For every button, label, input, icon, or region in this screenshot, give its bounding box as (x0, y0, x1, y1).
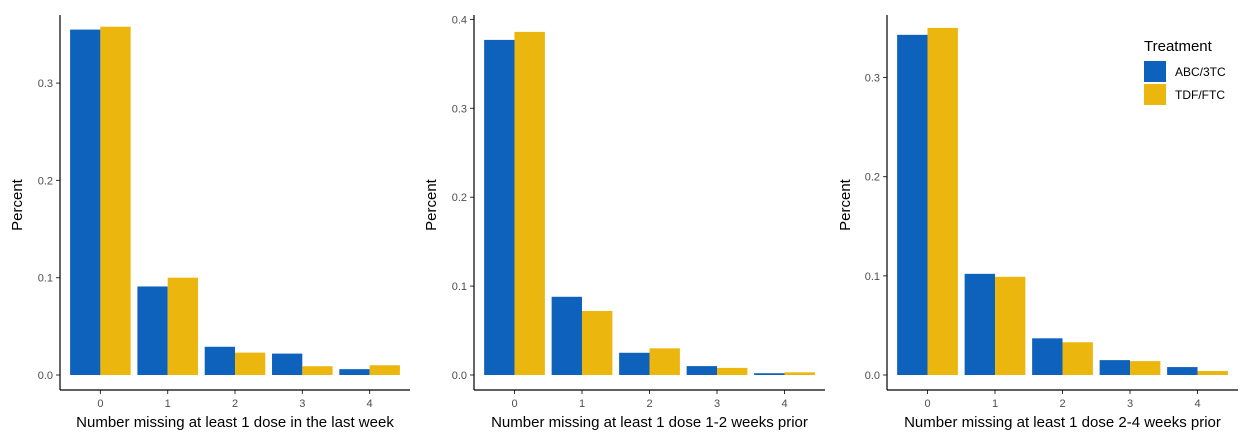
panel-1-x-tick-label: 1 (165, 398, 171, 410)
panel-1-x-tick-label: 3 (299, 398, 305, 410)
panel-1-bar-abc-3tc-3 (272, 353, 303, 375)
panel-2-x-tick-label: 0 (511, 398, 517, 410)
panel-2-y-tick-label: 0.3 (452, 103, 467, 115)
panel-3-bar-abc-3tc-4 (1167, 367, 1198, 375)
panel-2-x-axis-label: Number missing at least 1 dose 1-2 weeks… (491, 414, 808, 431)
panel-1-y-tick-label: 0.0 (38, 370, 53, 382)
legend: Treatment ABC/3TC TDF/FTC (1144, 38, 1226, 105)
panel-1-bar-tdf-ftc-2 (235, 352, 266, 375)
panel-3-y-tick-label: 0.0 (865, 370, 880, 382)
panel-1-y-tick-label: 0.3 (38, 78, 53, 90)
panel-2-bar-tdf-ftc-2 (649, 348, 680, 375)
panel-2-bar-tdf-ftc-3 (717, 367, 748, 375)
panel-3-bar-tdf-ftc-3 (1130, 361, 1161, 375)
panel-3-y-tick-label: 0.2 (865, 172, 880, 184)
legend-title: Treatment (1144, 38, 1213, 55)
panel-2-y-tick-label: 0.0 (452, 370, 467, 382)
panel-2-bar-tdf-ftc-4 (784, 372, 815, 375)
panel-2-bar-tdf-ftc-0 (514, 31, 545, 375)
panel-3-bar-tdf-ftc-4 (1197, 371, 1228, 375)
panel-2-x-tick-label: 3 (714, 398, 720, 410)
panel-1-y-tick-label: 0.1 (38, 273, 53, 285)
panel-3: 0.0 0.1 0.2 0.3 0 1 2 3 4 Number missing at lea… (837, 15, 1238, 431)
panel-3-bar-abc-3tc-3 (1099, 360, 1131, 375)
panel-3-bar-tdf-ftc-1 (995, 276, 1026, 375)
panel-2-bar-abc-3tc-3 (686, 366, 718, 375)
panel-1-bar-tdf-ftc-4 (369, 365, 400, 375)
panel-2-bar-abc-3tc-4 (754, 373, 785, 375)
panel-2-bar-abc-3tc-0 (484, 39, 515, 375)
panel-3-x-ticks: 0 1 2 3 4 (924, 390, 1201, 410)
panel-1-bars (70, 26, 400, 376)
panel-1-bar-abc-3tc-2 (204, 346, 235, 375)
panel-1-y-ticks: 0.0 0.1 0.2 0.3 (38, 78, 60, 382)
panel-3-x-tick-label: 0 (924, 398, 930, 410)
panel-3-bar-abc-3tc-1 (964, 273, 996, 375)
panel-1-y-axis-label: Percent (9, 178, 26, 231)
panel-2-x-tick-label: 2 (646, 398, 652, 410)
panel-1-bar-abc-3tc-1 (137, 286, 168, 375)
panel-2-bar-abc-3tc-1 (551, 296, 583, 375)
legend-key-abc-3tc (1144, 61, 1166, 82)
panel-1-bar-tdf-ftc-1 (167, 277, 198, 375)
panel-2-bar-tdf-ftc-1 (582, 311, 613, 375)
panel-1-bar-abc-3tc-0 (70, 29, 101, 376)
panel-3-bar-tdf-ftc-2 (1062, 342, 1093, 375)
panel-1-x-axis-label: Number missing at least 1 dose in the la… (76, 414, 394, 431)
panel-1-x-tick-label: 4 (367, 398, 373, 410)
panel-2-y-tick-label: 0.4 (452, 14, 467, 26)
panel-2-x-tick-label: 4 (781, 398, 787, 410)
panel-1-x-ticks: 0 1 2 3 4 (97, 390, 373, 410)
panel-3-bar-abc-3tc-0 (897, 34, 928, 375)
legend-label-abc-3tc: ABC/3TC (1175, 65, 1226, 79)
panel-3-x-tick-label: 2 (1059, 398, 1065, 410)
panel-2-y-tick-label: 0.2 (452, 192, 467, 204)
panel-1: 0.0 0.1 0.2 0.3 0 1 2 3 4 Number missing at lea… (9, 15, 410, 431)
panel-2-bars (484, 31, 815, 375)
panel-1-bar-tdf-ftc-3 (302, 366, 333, 375)
panel-3-y-tick-label: 0.1 (865, 271, 880, 283)
panel-2-y-axis-label: Percent (423, 178, 440, 231)
panel-1-x-tick-label: 2 (232, 398, 238, 410)
panel-2-x-tick-label: 1 (579, 398, 585, 410)
panel-3-y-tick-label: 0.3 (865, 72, 880, 84)
panel-1-y-tick-label: 0.2 (38, 175, 53, 187)
panel-3-x-tick-label: 1 (992, 398, 998, 410)
panel-3-x-tick-label: 3 (1127, 398, 1133, 410)
panel-2-x-ticks: 0 1 2 3 4 (511, 390, 788, 410)
panel-1-bar-abc-3tc-4 (339, 369, 370, 375)
panel-2-y-ticks: 0.0 0.1 0.2 0.3 0.4 (452, 14, 474, 382)
panel-2-y-tick-label: 0.1 (452, 281, 467, 293)
panel-3-y-ticks: 0.0 0.1 0.2 0.3 (865, 72, 887, 382)
panel-1-bar-tdf-ftc-0 (100, 26, 131, 376)
panel-3-bar-abc-3tc-2 (1032, 338, 1063, 375)
legend-label-tdf-ftc: TDF/FTC (1175, 88, 1225, 102)
panel-3-x-axis-label: Number missing at least 1 dose 2-4 weeks… (904, 414, 1221, 431)
panel-3-bar-tdf-ftc-0 (927, 27, 958, 375)
legend-key-tdf-ftc (1144, 84, 1166, 105)
panel-3-bars (897, 27, 1228, 375)
panel-3-x-tick-label: 4 (1194, 398, 1200, 410)
panel-2-bar-abc-3tc-2 (619, 352, 650, 375)
panel-2: 0.0 0.1 0.2 0.3 0.4 0 1 2 3 4 Number missing at … (423, 14, 825, 431)
panel-1-x-tick-label: 0 (97, 398, 103, 410)
panel-3-y-axis-label: Percent (837, 178, 854, 231)
